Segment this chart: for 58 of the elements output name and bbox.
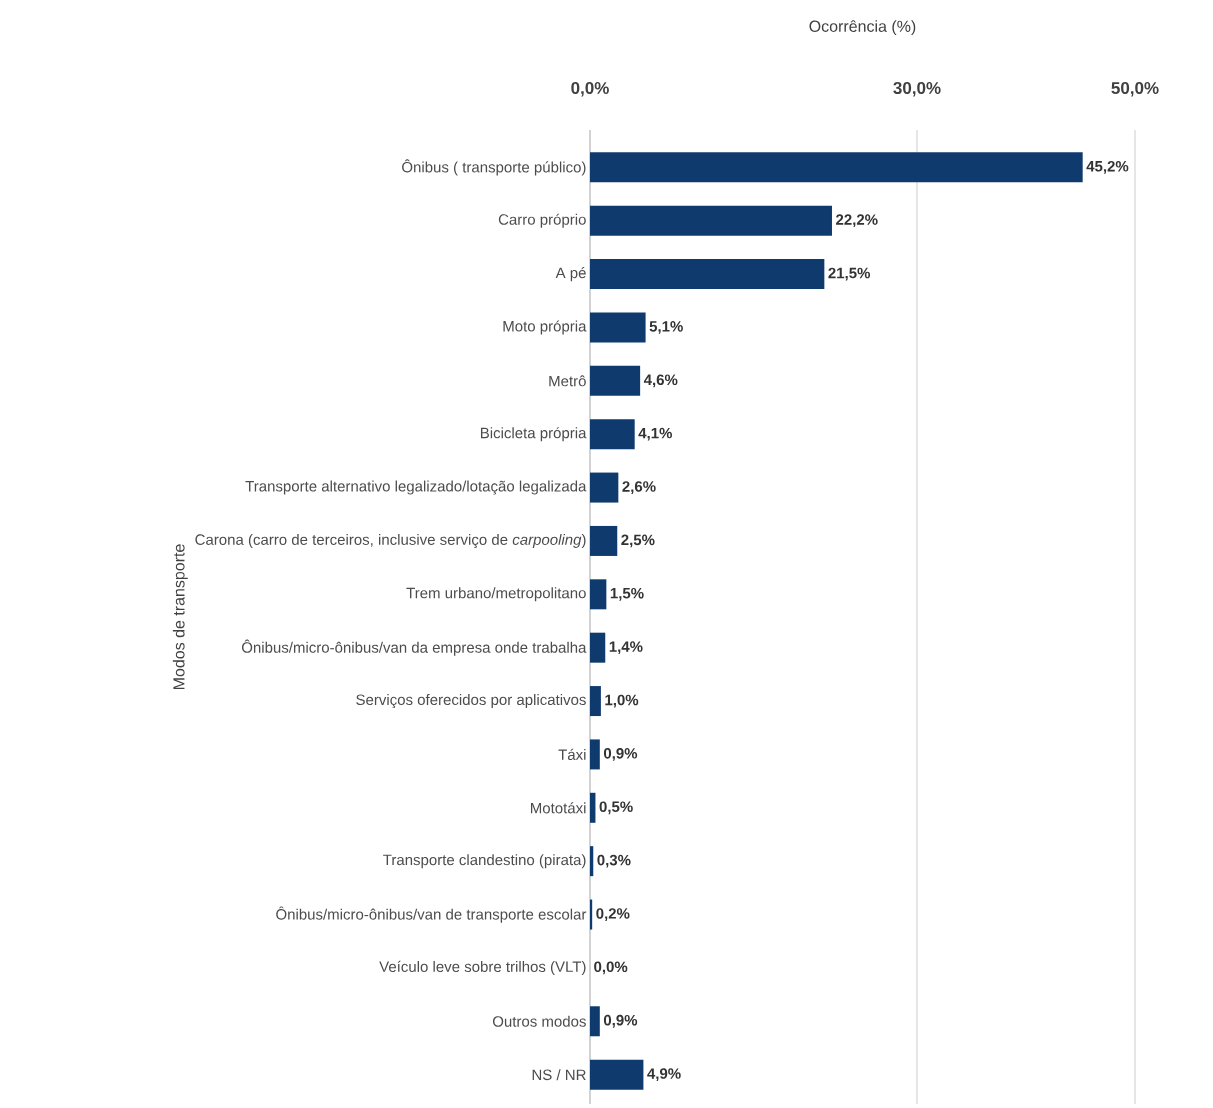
bar — [590, 579, 607, 610]
data-label: 0,5% — [599, 801, 633, 815]
y-tick-label: Serviços oferecidos por aplicativos — [356, 694, 586, 709]
data-label: 0,9% — [603, 748, 638, 761]
y-tick-label: Metrô — [549, 375, 586, 387]
bar — [590, 472, 619, 503]
data-label: 1,5% — [610, 587, 644, 601]
y-tick-label: Ônibus ( transporte público) — [402, 159, 586, 176]
y-tick-label: Ônibus/micro-ônibus/van de transporte escolar — [276, 906, 587, 923]
data-label: 0,3% — [597, 854, 631, 868]
bar — [590, 899, 593, 930]
bar — [590, 525, 618, 556]
bar — [590, 312, 646, 343]
bar — [590, 419, 635, 450]
bar — [590, 846, 594, 877]
y-axis-title: Modos de transporte — [172, 544, 188, 690]
bar — [590, 792, 596, 823]
y-tick-label: NS / NR — [532, 1069, 586, 1081]
data-label: 5,1% — [649, 321, 683, 334]
y-tick-label: Transporte clandestino (pirata) — [383, 854, 586, 869]
x-tick-label: 50,0% — [1111, 81, 1159, 97]
data-label: 1,0% — [605, 694, 639, 708]
bar — [590, 205, 832, 236]
bar — [590, 1006, 600, 1037]
data-label: 0,9% — [603, 1014, 638, 1028]
bar — [590, 259, 825, 290]
y-tick-label: Táxi — [558, 748, 586, 761]
data-label: 2,6% — [622, 481, 656, 494]
bar — [590, 365, 641, 396]
y-tick-label: Outros modos — [492, 1015, 586, 1027]
data-label: 4,9% — [647, 1068, 681, 1082]
bar — [590, 632, 606, 663]
y-tick-label: Carro próprio — [498, 213, 586, 228]
data-label: 1,4% — [609, 641, 643, 655]
data-label: 4,6% — [643, 374, 678, 388]
x-tick-label: 30,0% — [893, 81, 941, 97]
y-tick-label: Trem urbano/metropolitano — [406, 587, 586, 602]
y-tick-label: A pé — [555, 267, 586, 282]
y-tick-label: Bicicleta própria — [480, 427, 587, 442]
bar — [590, 739, 600, 770]
data-label: 0,2% — [596, 908, 630, 921]
data-label: 22,2% — [836, 214, 878, 228]
y-tick-label: Veículo leve sobre trilhos (VLT) — [379, 960, 586, 975]
y-tick-label: Carona (carro de terceiros, inclusive serviço de carpooling) — [195, 533, 586, 548]
x-tick-label: 0,0% — [571, 81, 609, 97]
data-label: 2,5% — [621, 534, 655, 548]
x-axis-title: Ocorrência (%) — [809, 20, 916, 36]
bar — [590, 1059, 644, 1090]
data-label: 4,1% — [638, 427, 673, 441]
y-tick-label: Moto própria — [503, 320, 587, 335]
y-tick-label: Transporte alternativo legalizado/lotação legalizada — [245, 480, 587, 495]
y-tick-label: Mototáxi — [531, 802, 586, 814]
y-tick-label: Ônibus/micro-ônibus/van da empresa onde trabalha — [241, 639, 587, 656]
data-label: 45,2% — [1086, 160, 1129, 174]
bar — [590, 686, 601, 717]
bar — [590, 152, 1083, 183]
data-label: 0,0% — [594, 961, 628, 975]
data-label: 21,5% — [828, 267, 871, 281]
